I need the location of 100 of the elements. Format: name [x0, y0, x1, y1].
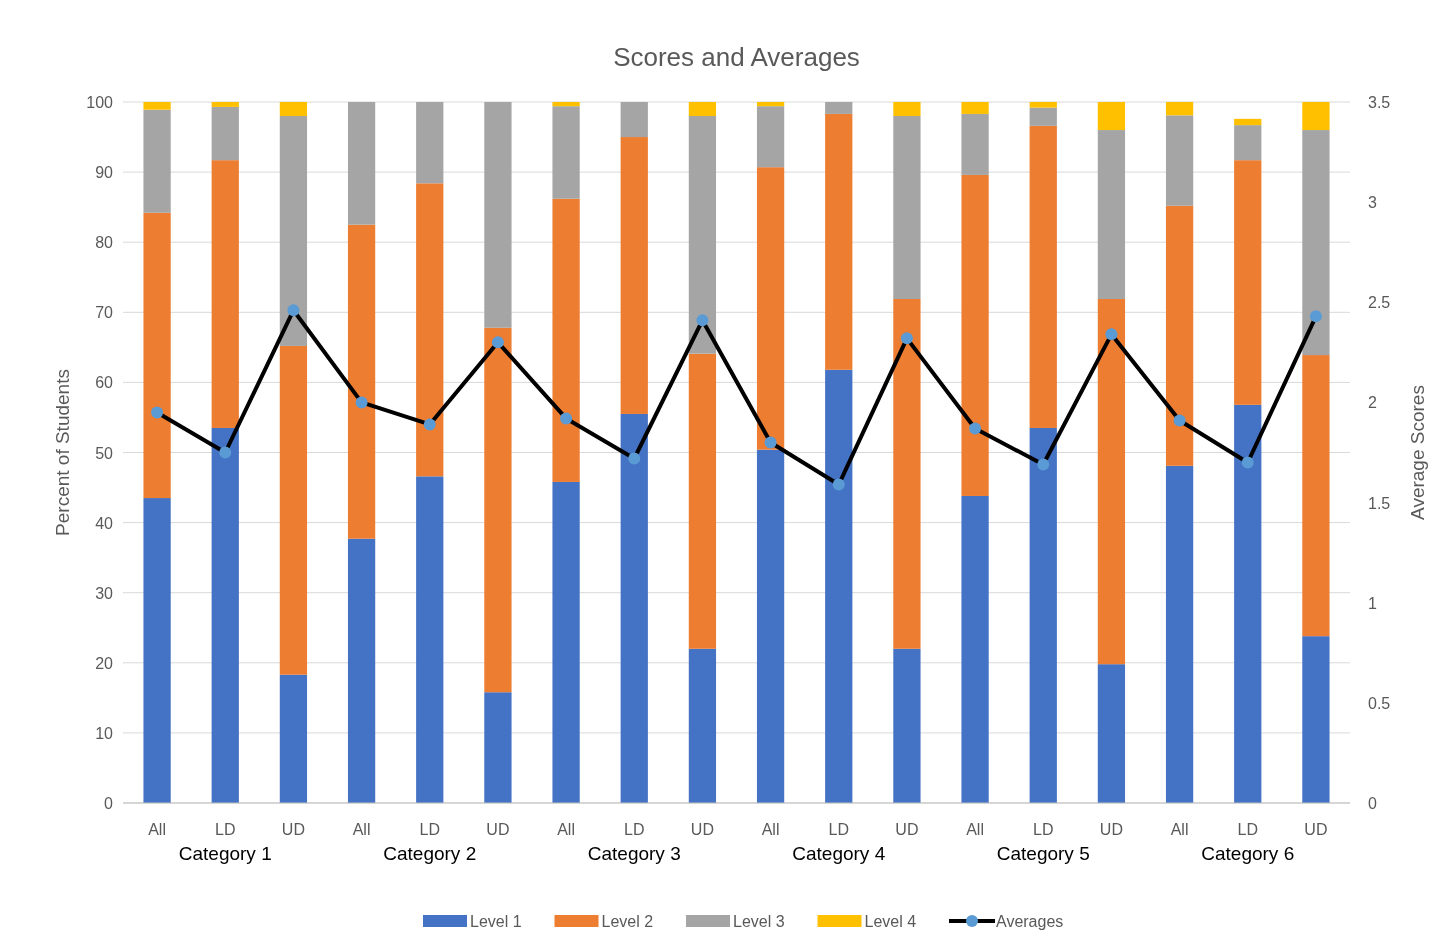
x-tick-label: All — [352, 821, 371, 838]
bar — [756, 102, 785, 107]
bar — [279, 345, 308, 675]
x-tick-label: LD — [828, 821, 849, 838]
x-tick-label: UD — [1099, 821, 1123, 838]
bar — [688, 116, 717, 354]
bar — [143, 212, 171, 499]
legend-label: Level 1 — [470, 913, 522, 930]
y-tick-label: 80 — [95, 234, 114, 252]
bar — [1165, 115, 1194, 206]
bar — [1097, 298, 1126, 665]
y-tick-label: 20 — [95, 654, 114, 672]
x-tick-label: UD — [895, 821, 919, 838]
bar — [756, 167, 785, 450]
bar — [1029, 107, 1057, 126]
text: Category 2 — [383, 843, 477, 864]
bar — [279, 102, 308, 117]
bar — [756, 106, 785, 168]
y-tick-label: 10 — [95, 724, 114, 742]
bar — [347, 224, 376, 539]
bar — [1029, 102, 1057, 108]
y-tick-label: 40 — [95, 514, 114, 532]
x-tick-label: LD — [215, 821, 236, 838]
bar — [1234, 125, 1262, 161]
x-tick-label: All — [557, 821, 575, 838]
y2-tick-label: 0.5 — [1368, 694, 1391, 712]
bar — [1029, 427, 1057, 803]
text: Category 1 — [178, 843, 272, 864]
bar — [961, 113, 989, 175]
bar — [416, 102, 444, 184]
bar — [1165, 102, 1194, 116]
bar — [211, 106, 239, 161]
x-tick-label: All — [148, 821, 166, 838]
bar — [825, 369, 853, 803]
y-tick-label: 30 — [95, 584, 114, 602]
y-tick-label: 90 — [95, 164, 114, 182]
bar — [1097, 102, 1126, 131]
x-tick-label: LD — [1033, 821, 1054, 838]
y2-tick-label: 3.5 — [1368, 94, 1391, 111]
bar — [1302, 130, 1330, 356]
bar — [1302, 636, 1330, 803]
y2-axis-title: Average Scores — [1407, 385, 1428, 520]
y-tick-label: 100 — [86, 94, 114, 111]
bar — [211, 427, 239, 803]
legend-label: Level 2 — [601, 913, 654, 930]
x-tick-label: All — [761, 821, 780, 838]
bar — [961, 495, 989, 803]
y2-tick-label: 2 — [1368, 394, 1377, 412]
bar — [688, 353, 717, 649]
legend-label: Averages — [996, 913, 1064, 930]
bar — [552, 106, 580, 199]
y2-tick-label: 3 — [1368, 194, 1377, 212]
bar — [484, 102, 512, 328]
bar — [1097, 664, 1126, 803]
y2-tick-label: 1 — [1368, 594, 1377, 612]
bar — [1234, 404, 1262, 803]
bar — [756, 449, 785, 803]
y2-tick-label: 0 — [1368, 795, 1377, 812]
bar — [143, 109, 171, 213]
bar — [211, 160, 239, 428]
bar — [143, 498, 171, 803]
bar — [893, 648, 921, 803]
x-tick-label: LD — [624, 821, 645, 838]
y2-tick-label: 1.5 — [1368, 494, 1391, 512]
bar — [893, 116, 921, 299]
y-tick-label: 50 — [95, 444, 114, 462]
bar — [552, 481, 580, 803]
bar — [1097, 130, 1126, 299]
bar — [416, 183, 444, 477]
chart-title: Scores and Averages — [613, 42, 860, 72]
bar — [552, 198, 580, 482]
bar — [347, 102, 376, 225]
bar — [620, 413, 648, 803]
y2-tick-label: 2.5 — [1368, 294, 1391, 312]
bar — [1029, 125, 1057, 428]
bar — [620, 102, 648, 138]
bar — [1234, 118, 1262, 126]
y-tick-label: 70 — [95, 304, 114, 322]
y-axis-title: Percent of Students — [52, 369, 73, 536]
bar — [211, 102, 239, 107]
text: Category 3 — [587, 843, 681, 864]
bar — [893, 298, 921, 649]
bar — [552, 102, 580, 107]
bar — [825, 113, 853, 370]
x-tick-label: UD — [281, 821, 305, 838]
bar — [825, 102, 853, 114]
bar — [1165, 465, 1194, 803]
bar — [961, 102, 989, 114]
legend-label: Level 3 — [733, 913, 785, 930]
x-tick-label: UD — [486, 821, 510, 838]
y-tick-label: 60 — [95, 374, 114, 392]
bar — [1302, 355, 1330, 637]
bar — [1302, 102, 1330, 131]
text: Category 4 — [792, 843, 886, 864]
x-tick-label: LD — [419, 821, 440, 838]
bar — [1234, 160, 1262, 405]
bar — [961, 174, 989, 496]
x-tick-label: UD — [1304, 821, 1328, 838]
bar — [688, 102, 717, 117]
bar — [893, 102, 921, 117]
